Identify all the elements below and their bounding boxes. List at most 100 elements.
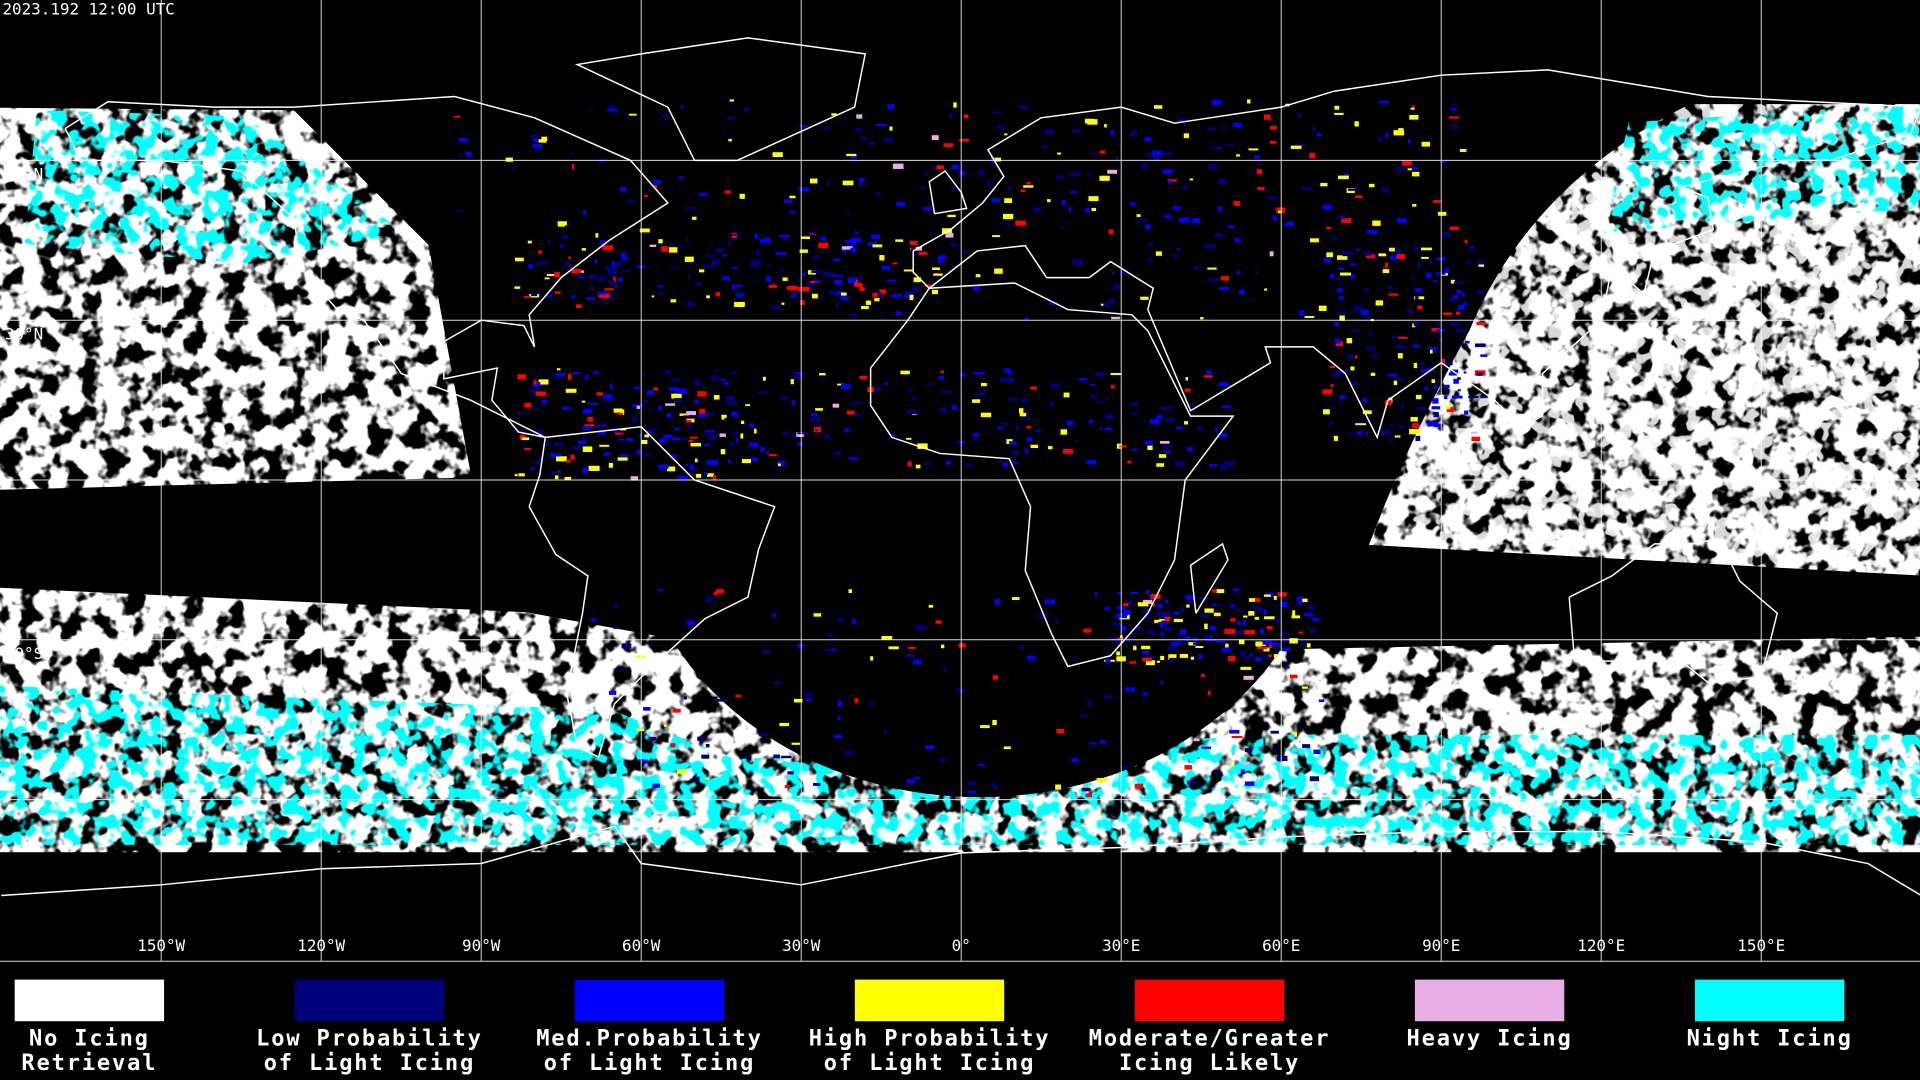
icing-speckle [1188,642,1196,646]
icing-speckle [740,433,744,439]
icing-speckle [772,613,776,618]
icing-speckle [835,290,845,295]
icing-speckle [1215,640,1227,643]
icing-speckle [705,254,716,258]
icing-speckle [1354,121,1359,127]
icing-speckle [1142,692,1148,696]
icing-speckle [1476,322,1486,325]
icing-speckle [1381,187,1389,193]
longitude-label: 120°W [297,936,345,955]
coastline [1189,542,1229,614]
icing-speckle [1032,207,1041,213]
icing-speckle [1400,403,1404,410]
icing-speckle [1308,629,1318,632]
icing-speckle [991,782,997,787]
icing-speckle [1236,154,1240,157]
icing-speckle [663,434,673,439]
icing-speckle [527,240,532,244]
icing-speckle [859,286,865,292]
icing-speckle [1480,354,1488,357]
icing-speckle [1159,618,1169,622]
icing-speckle [759,238,770,244]
icing-speckle [620,428,627,431]
icing-speckle [895,311,902,316]
icing-speckle [1156,414,1164,420]
icing-speckle [735,694,742,698]
icing-speckle [1465,340,1470,344]
icing-speckle [1130,412,1140,415]
icing-speckle [678,176,684,179]
icing-speckle [1167,645,1177,650]
icing-speckle [1127,460,1132,464]
icing-speckle [1442,361,1453,366]
icing-speckle [832,258,841,261]
icing-speckle [1176,637,1186,640]
icing-speckle [1026,181,1031,185]
icing-speckle [799,287,810,292]
icing-speckle [1055,784,1062,790]
icing-speckle [514,473,518,477]
icing-speckle [583,210,587,216]
icing-speckle [978,763,985,767]
icing-speckle [887,279,897,282]
icing-speckle [750,457,759,462]
icing-speckle [992,720,997,726]
icing-speckle [1440,161,1447,164]
legend-label: No Icing [29,1027,150,1052]
icing-speckle [801,272,806,277]
icing-speckle [618,454,630,457]
icing-speckle [1157,621,1168,625]
icing-speckle [924,173,929,177]
icing-speckle [909,294,914,301]
icing-speckle [722,276,731,280]
icing-speckle [996,125,1006,129]
icing-speckle [1110,130,1115,136]
icing-speckle [923,462,933,466]
icing-speckle [582,468,588,474]
icing-speckle [939,407,948,413]
icing-speckle [1142,599,1153,605]
icing-speckle [663,724,667,727]
icing-speckle [620,252,626,257]
icing-speckle [564,262,572,267]
icing-speckle [1135,220,1141,224]
icing-speckle [1096,778,1108,782]
icing-speckle [1002,462,1008,468]
icing-speckle [649,244,657,247]
icing-speckle [812,255,820,260]
icing-speckle [1377,136,1382,142]
icing-speckle [1145,660,1155,666]
icing-speckle [846,410,855,415]
icing-speckle [1365,418,1369,423]
icing-speckle [1099,175,1110,181]
icing-speckle [1395,344,1403,348]
icing-speckle [693,776,700,781]
icing-speckle [810,413,818,417]
icing-speckle [707,460,719,466]
icing-speckle [1213,612,1221,617]
icing-speckle [731,233,739,236]
icing-speckle [1141,163,1148,169]
icing-speckle [666,466,676,472]
icing-speckle [765,451,769,455]
icing-speckle [698,269,705,273]
icing-speckle [888,646,899,650]
cloud-cyan [24,110,405,264]
icing-speckle [881,311,885,316]
icing-speckle [844,750,854,756]
icing-speckle [1466,259,1471,264]
icing-speckle [585,297,595,300]
icing-speckle [848,589,853,594]
icing-speckle [1230,604,1236,607]
icing-speckle [1170,641,1182,646]
icing-speckle [1073,655,1077,660]
icing-speckle [554,291,561,294]
icing-speckle [704,430,715,433]
icing-speckle [1218,382,1229,387]
icing-speckle [1149,419,1160,424]
icing-speckle [1086,460,1096,465]
icing-speckle [915,624,926,630]
icing-speckle [1123,609,1132,615]
icing-speckle [1130,130,1138,137]
icing-speckle [1168,180,1174,184]
